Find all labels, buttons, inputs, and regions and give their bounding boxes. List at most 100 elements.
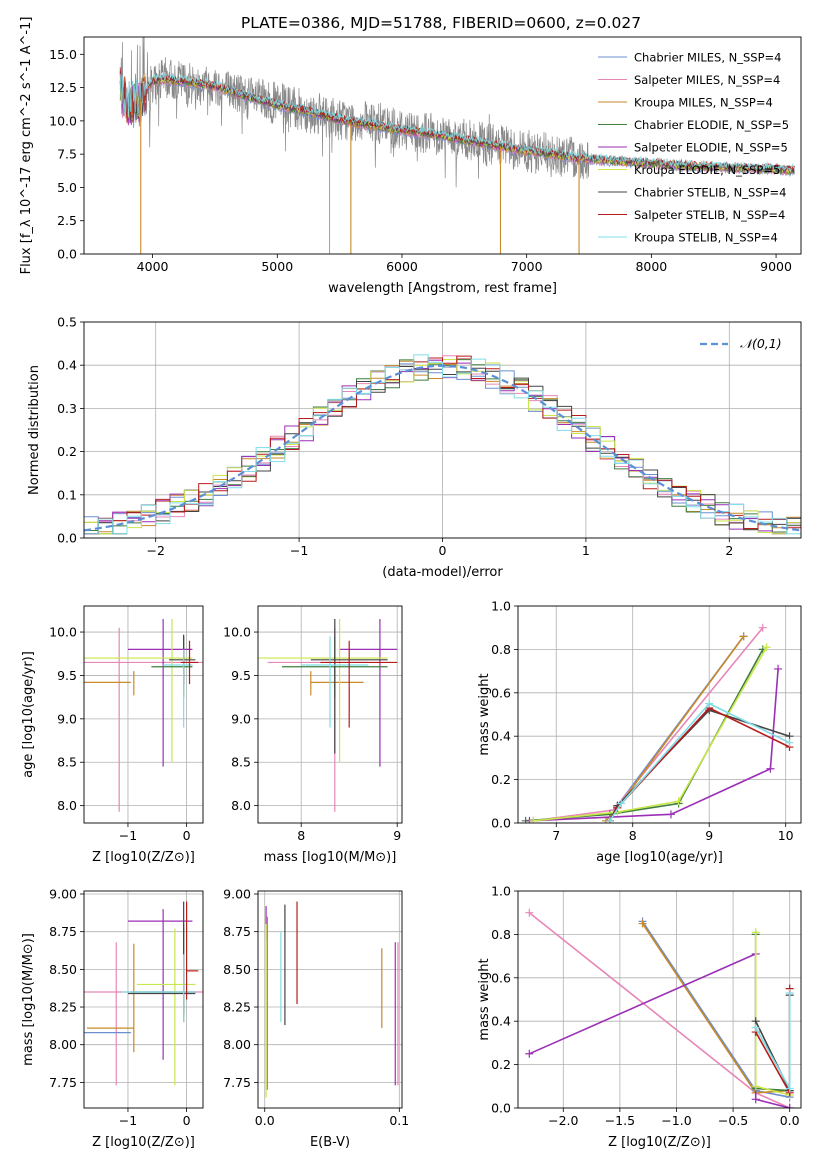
plot-area xyxy=(258,891,402,1108)
weight-marker xyxy=(617,799,626,808)
weight-marker xyxy=(785,988,794,997)
axes-frame xyxy=(517,605,802,824)
y-tick-label: 1.0 xyxy=(491,599,511,614)
figure-title: PLATE=0386, MJD=51788, FIBERID=0600, z=0… xyxy=(241,14,641,32)
weight-line-chabrier-miles xyxy=(641,920,790,1098)
axes-frame xyxy=(83,890,204,1109)
y-tick-label: 7.75 xyxy=(49,1075,77,1090)
legend-label: Salpeter ELODIE, N_SSP=5 xyxy=(634,141,788,155)
y-tick-label: 0.0 xyxy=(491,816,511,831)
x-tick-label: 8 xyxy=(629,828,637,843)
panel-weight-vs-age: 7 8 9 10 0.0 0.2 0.4 0.6 0.8 1.0 age [log10(age/yr… xyxy=(477,599,802,865)
plot-area xyxy=(518,606,801,823)
x-tick-label: −1.5 xyxy=(605,1113,635,1128)
weight-marker xyxy=(762,643,771,652)
y-tick-label: 0.6 xyxy=(491,970,511,985)
axes-frame xyxy=(517,890,802,1109)
legend-label: Kroupa STELIB, N_SSP=4 xyxy=(634,231,778,245)
x-tick-label: 0.0 xyxy=(780,1113,800,1128)
weight-marker xyxy=(751,928,760,937)
legend-label: Chabrier ELODIE, N_SSP=5 xyxy=(634,118,789,132)
x-tick-label: 0 xyxy=(183,1113,191,1128)
y-axis-label: mass weight xyxy=(477,673,492,755)
y-tick-label: 10.0 xyxy=(223,625,251,640)
y-tick-label: 0.0 xyxy=(57,531,77,546)
histogram-kroupa-stelib xyxy=(84,354,801,535)
weight-marker xyxy=(674,797,683,806)
x-tick-label: 0.1 xyxy=(389,1113,409,1128)
panel-age-vs-mass: 8 9 8.0 8.5 9.0 9.5 10.0 mass [log10(M/M⊙)] xyxy=(223,605,403,865)
plot-area xyxy=(518,891,801,1108)
weight-marker xyxy=(739,632,748,641)
y-tick-label: 10.0 xyxy=(49,113,77,128)
x-tick-label: 9 xyxy=(393,828,401,843)
weight-marker xyxy=(758,623,767,632)
y-axis-label: Normed distribution xyxy=(27,365,42,495)
x-tick-label: 0 xyxy=(183,828,191,843)
weight-marker xyxy=(666,810,675,819)
x-tick-label: 9 xyxy=(705,828,713,843)
y-tick-label: 15.0 xyxy=(49,47,77,62)
y-tick-label: 8.00 xyxy=(49,1037,77,1052)
y-tick-label: 0.3 xyxy=(57,401,77,416)
model-line-kroupa-stelib xyxy=(119,72,795,172)
y-tick-label: 0.5 xyxy=(57,315,77,330)
weight-line-kroupa-stelib xyxy=(609,702,790,822)
x-tick-label: 2 xyxy=(725,543,733,558)
y-tick-label: 9.5 xyxy=(231,668,251,683)
normal-distribution-curve xyxy=(84,364,801,532)
y-tick-label: 0.4 xyxy=(491,729,511,744)
panel-mass-vs-ebv: 0.0 0.1 7.75 8.00 8.25 8.50 8.75 9.00 E(B-V) xyxy=(223,887,409,1150)
y-tick-label: 8.50 xyxy=(49,962,77,977)
x-axis-label: wavelength [Angstrom, rest frame] xyxy=(328,281,557,296)
legend: Chabrier MILES, N_SSP=4 Salpeter MILES, N… xyxy=(598,51,789,245)
legend-label: Chabrier MILES, N_SSP=4 xyxy=(634,51,781,65)
y-tick-label: 9.5 xyxy=(57,668,77,683)
x-axis-label: Z [log10(Z/Z⊙)] xyxy=(608,1135,711,1150)
y-tick-label: 0.2 xyxy=(491,1057,511,1072)
x-axis-label: E(B-V) xyxy=(310,1135,350,1150)
panel-age-vs-z: −1 0 8.0 8.5 9.0 9.5 10.0 Z [log10(Z/Z⊙)] age [l… xyxy=(21,605,204,865)
weight-line-chabrier-elodie xyxy=(754,934,790,1092)
x-tick-label: −1 xyxy=(290,543,308,558)
weight-marker xyxy=(751,1095,760,1104)
weight-marker xyxy=(751,1082,760,1091)
x-tick-label: 5000 xyxy=(261,259,293,274)
y-tick-label: 9.0 xyxy=(57,711,77,726)
x-tick-label: 9000 xyxy=(760,259,792,274)
legend-label: Kroupa MILES, N_SSP=4 xyxy=(634,96,773,110)
y-tick-label: 12.5 xyxy=(49,80,77,95)
y-tick-label: 8.00 xyxy=(223,1037,251,1052)
x-tick-label: 8 xyxy=(297,828,305,843)
panel-mass-vs-z: −1 0 7.75 8.00 8.25 8.50 8.75 9.00 Z [log10(Z/Z⊙… xyxy=(21,887,204,1150)
weight-line-chabrier-elodie xyxy=(525,649,764,822)
y-tick-label: 8.0 xyxy=(231,798,251,813)
y-tick-label: 8.0 xyxy=(57,798,77,813)
y-tick-label: 8.25 xyxy=(49,1000,77,1015)
axes-frame xyxy=(83,36,802,255)
weight-line-kroupa-miles xyxy=(641,923,790,1094)
x-axis-label: Z [log10(Z/Z⊙)] xyxy=(92,1135,195,1150)
x-tick-label: 4000 xyxy=(137,259,169,274)
weight-marker xyxy=(766,764,775,773)
weight-marker xyxy=(638,919,647,928)
plot-area xyxy=(258,606,402,823)
y-tick-label: 8.5 xyxy=(231,755,251,770)
x-tick-label: −2.0 xyxy=(548,1113,578,1128)
weight-marker xyxy=(525,1049,534,1058)
x-tick-label: 7 xyxy=(552,828,560,843)
y-tick-label: 0.2 xyxy=(57,444,77,459)
y-tick-label: 0.0 xyxy=(57,247,77,262)
x-tick-label: 8000 xyxy=(635,259,667,274)
x-axis-label: mass [log10(M/M⊙)] xyxy=(264,850,397,865)
legend-label: Salpeter MILES, N_SSP=4 xyxy=(634,73,780,87)
weight-marker xyxy=(529,816,538,823)
x-tick-label: −0.5 xyxy=(718,1113,748,1128)
x-axis-label: age [log10(age/yr)] xyxy=(596,850,723,865)
y-tick-label: 1.0 xyxy=(491,884,511,899)
y-tick-label: 0.2 xyxy=(491,772,511,787)
y-tick-label: 0.4 xyxy=(57,358,77,373)
plot-area xyxy=(84,606,203,823)
y-axis-label: Flux [f_λ 10^-17 erg cm^-2 s^-1 A^-1] xyxy=(19,17,34,275)
weight-marker xyxy=(751,1023,760,1032)
